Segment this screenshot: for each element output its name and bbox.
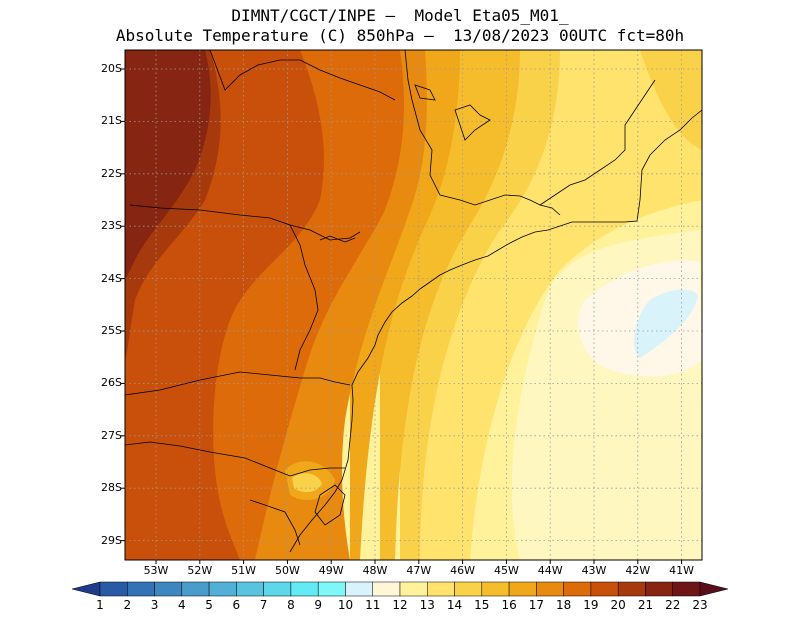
colorbar-label: 23 <box>692 598 708 612</box>
lon-label: 43W <box>581 564 607 577</box>
coastline-and-borders <box>125 50 702 553</box>
colorbar-box <box>536 581 564 597</box>
colorbar-label: 4 <box>177 598 186 612</box>
colorbar-box <box>236 581 264 597</box>
lon-label: 48W <box>362 564 388 577</box>
colorbar-label: 6 <box>232 598 241 612</box>
state-border-sp-pr <box>125 371 351 396</box>
lat-label: 28S <box>101 481 122 495</box>
lon-label: 46W <box>450 564 476 577</box>
lon-label: 52W <box>187 564 213 577</box>
field-east-strip <box>640 50 702 150</box>
colorbar-box <box>590 581 619 597</box>
colorbar-label: 10 <box>337 598 354 612</box>
lat-label: 26S <box>101 376 122 390</box>
colorbar-upper-arrow <box>699 581 729 597</box>
colorbar-box <box>508 581 537 597</box>
lon-label: 42W <box>625 564 651 577</box>
plot-frame <box>124 49 703 561</box>
colorbar-box <box>317 581 346 597</box>
river-parana <box>129 204 319 371</box>
colorbar-label: 20 <box>610 598 626 612</box>
lon-label: 50W <box>274 564 300 577</box>
colorbar-box <box>427 581 455 597</box>
colorbar-box <box>127 581 155 597</box>
lon-label: 49W <box>318 564 344 577</box>
axis-ticks <box>121 68 683 564</box>
state-border-mg-rj <box>539 79 656 206</box>
colorbar <box>71 581 729 597</box>
colorbar-box <box>99 581 128 597</box>
lat-label: 24S <box>101 271 122 285</box>
colorbar-label: 3 <box>150 598 159 612</box>
lon-label: 41W <box>669 564 695 577</box>
title-line-2: Absolute Temperature (C) 850hPa — 13/08/… <box>115 26 685 45</box>
lat-label: 23S <box>101 219 122 233</box>
colorbar-label: 14 <box>446 598 463 612</box>
lake-furnas <box>454 104 491 141</box>
river-grande <box>319 235 356 243</box>
colorbar-label: 9 <box>314 598 322 612</box>
colorbar-label: 21 <box>637 598 654 612</box>
colorbar-box <box>345 581 373 597</box>
lon-label: 53W <box>143 564 169 577</box>
colorbar-label: 16 <box>501 598 517 612</box>
graticule <box>125 50 702 560</box>
border-ms-sp <box>209 50 396 101</box>
lat-label: 25S <box>101 324 122 337</box>
colorbar-box <box>208 581 237 597</box>
lat-label: 27S <box>101 428 122 442</box>
colorbar-label: 1 <box>96 598 104 612</box>
colorbar-box <box>672 581 701 597</box>
lagoon-patos <box>314 484 346 526</box>
temperature-field <box>125 50 702 560</box>
colorbar-box <box>645 581 673 597</box>
colorbar-label: 7 <box>259 598 268 612</box>
colorbar-label: 15 <box>474 598 490 612</box>
field-warm-patch-core <box>292 473 322 493</box>
colorbar-box <box>481 581 510 597</box>
colorbar-lower-arrow <box>71 581 101 597</box>
colorbar-label: 5 <box>205 598 213 612</box>
lat-label: 22S <box>101 166 122 180</box>
field-22-23 <box>125 50 211 280</box>
colorbar-label: 8 <box>287 598 295 612</box>
colorbar-box <box>181 581 210 597</box>
colorbar-box <box>617 581 646 597</box>
coastline <box>289 109 702 553</box>
river-tiete <box>289 224 361 241</box>
colorbar-box <box>399 581 428 597</box>
lon-label: 44W <box>537 564 563 577</box>
lake-small <box>414 84 436 101</box>
colorbar-label: 19 <box>583 598 599 612</box>
colorbar-label: 18 <box>555 598 572 612</box>
border-pr-sc <box>125 441 345 477</box>
colorbar-box <box>263 581 292 597</box>
colorbar-label: 2 <box>123 598 132 612</box>
lat-label: 21S <box>101 114 122 128</box>
colorbar-label: 13 <box>419 598 435 612</box>
lon-label: 51W <box>231 564 257 577</box>
colorbar-box <box>154 581 183 597</box>
colorbar-box <box>454 581 483 597</box>
title-line-1: DIMNT/CGCT/INPE — Model Eta05_M01_ <box>231 6 569 25</box>
colorbar-label: 17 <box>528 598 544 612</box>
colorbar-box <box>563 581 592 597</box>
colorbar-box <box>372 581 401 597</box>
colorbar-label: 12 <box>392 598 408 612</box>
colorbar-box <box>290 581 319 597</box>
lat-label: 20S <box>101 62 122 75</box>
lon-label: 45W <box>493 564 519 577</box>
colorbar-label: 11 <box>365 598 381 612</box>
lat-label: 29S <box>101 533 122 547</box>
lon-label: 47W <box>406 564 432 577</box>
state-border-sp-mg <box>404 50 561 216</box>
colorbar-label: 22 <box>665 598 681 612</box>
border-sc-rs <box>249 499 301 546</box>
